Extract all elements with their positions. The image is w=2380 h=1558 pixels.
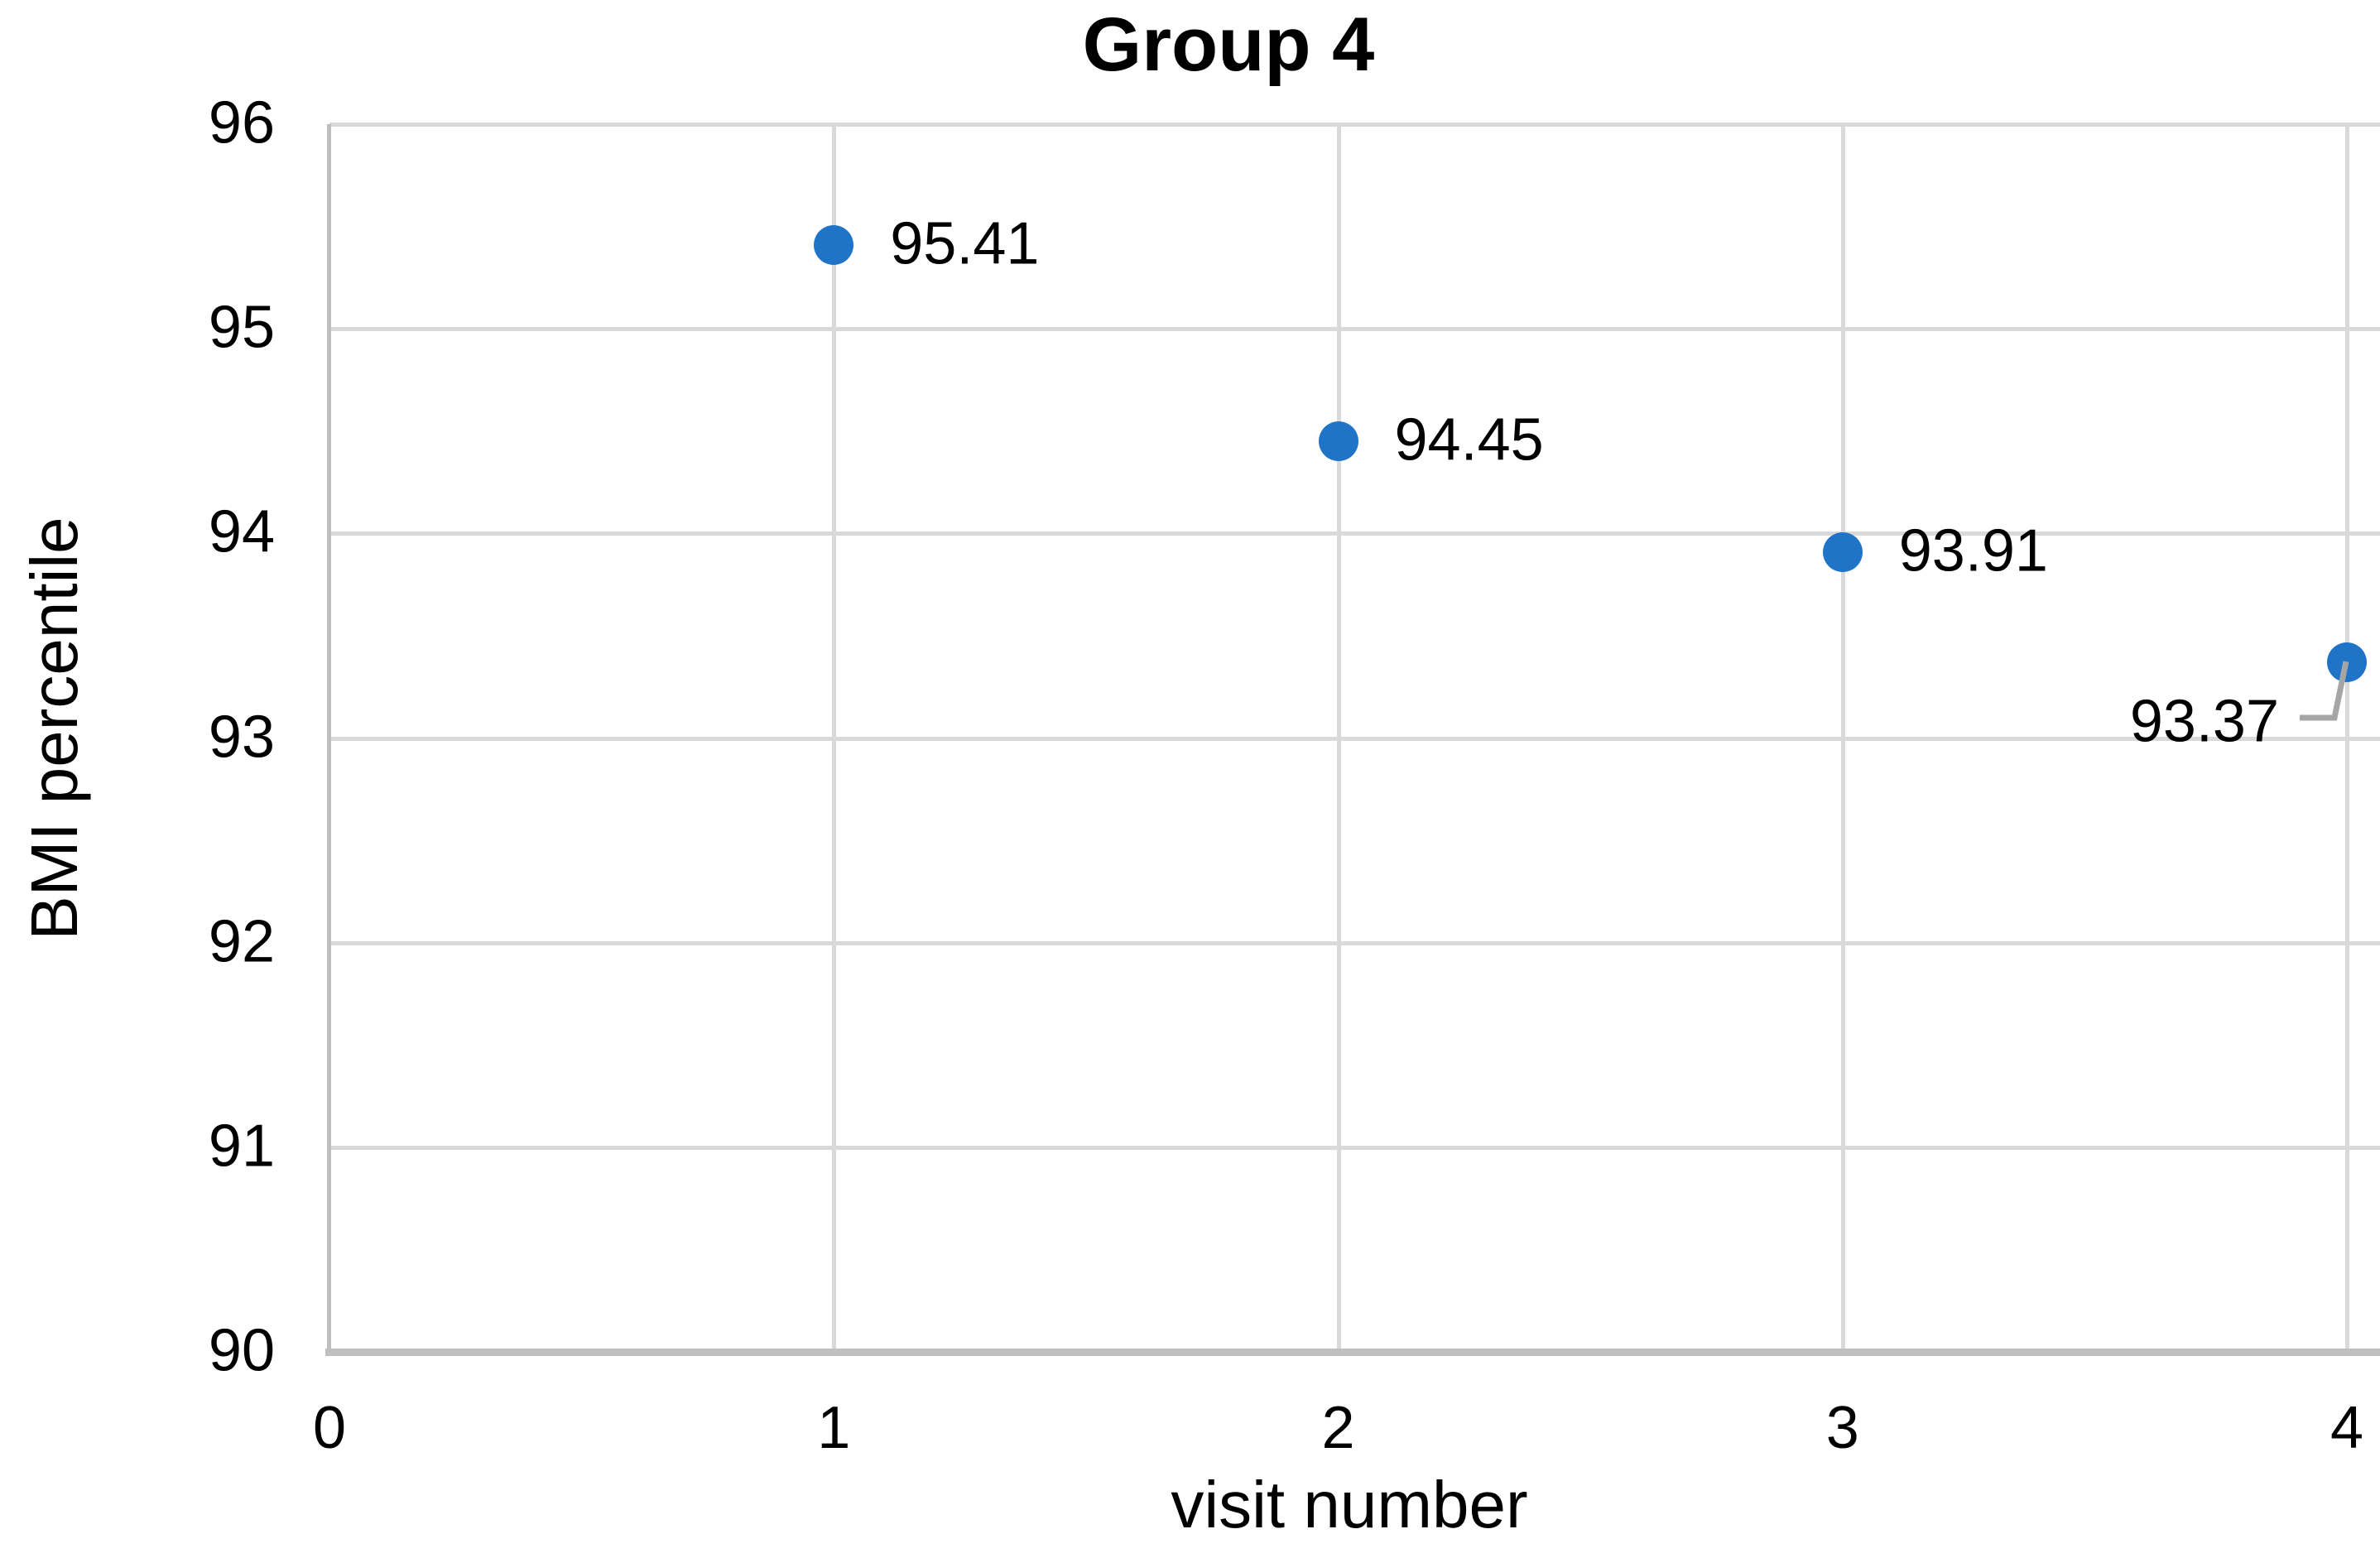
y-tick-label-92: 92 <box>208 908 275 975</box>
data-point-93.37 <box>2327 642 2367 683</box>
x-tick-label-2: 2 <box>1321 1395 1355 1461</box>
y-tick-label-95: 95 <box>208 294 275 361</box>
y-tick-label-93: 93 <box>208 703 275 770</box>
y-tick-label-90: 90 <box>208 1317 275 1384</box>
vertical-gridline-2 <box>1336 124 1341 1352</box>
vertical-gridline-1 <box>832 124 837 1352</box>
x-tick-label-0: 0 <box>312 1395 347 1461</box>
horizontal-gridline-95 <box>329 327 2380 332</box>
horizontal-gridline-93 <box>329 736 2380 741</box>
x-axis-title: visit number <box>1171 1468 1528 1541</box>
horizontal-gridline-94 <box>329 531 2380 536</box>
x-axis-line <box>325 1349 2380 1356</box>
data-label-94.45: 94.45 <box>1394 406 1544 474</box>
horizontal-gridline-91 <box>329 1145 2380 1150</box>
y-tick-label-96: 96 <box>208 89 275 156</box>
chart-title: Group 4 <box>1082 2 1375 87</box>
data-label-93.37: 93.37 <box>2129 688 2279 755</box>
horizontal-gridline-92 <box>329 940 2380 945</box>
x-tick-label-4: 4 <box>2330 1395 2364 1461</box>
y-axis-line <box>327 124 331 1356</box>
y-tick-label-91: 91 <box>208 1113 275 1180</box>
vertical-gridline-3 <box>1840 124 1845 1352</box>
y-axis-title: BMI percentile <box>17 517 91 940</box>
data-label-95.41: 95.41 <box>890 210 1040 277</box>
vertical-gridline-4 <box>2345 124 2349 1352</box>
y-tick-label-94: 94 <box>208 498 275 565</box>
x-tick-label-1: 1 <box>817 1395 851 1461</box>
horizontal-gridline-96 <box>329 123 2380 127</box>
data-label-93.91: 93.91 <box>1898 517 2048 584</box>
x-tick-label-3: 3 <box>1825 1395 1859 1461</box>
data-point-94.45 <box>1318 421 1358 462</box>
data-point-95.41 <box>814 224 854 265</box>
data-point-93.91 <box>1822 531 1863 572</box>
